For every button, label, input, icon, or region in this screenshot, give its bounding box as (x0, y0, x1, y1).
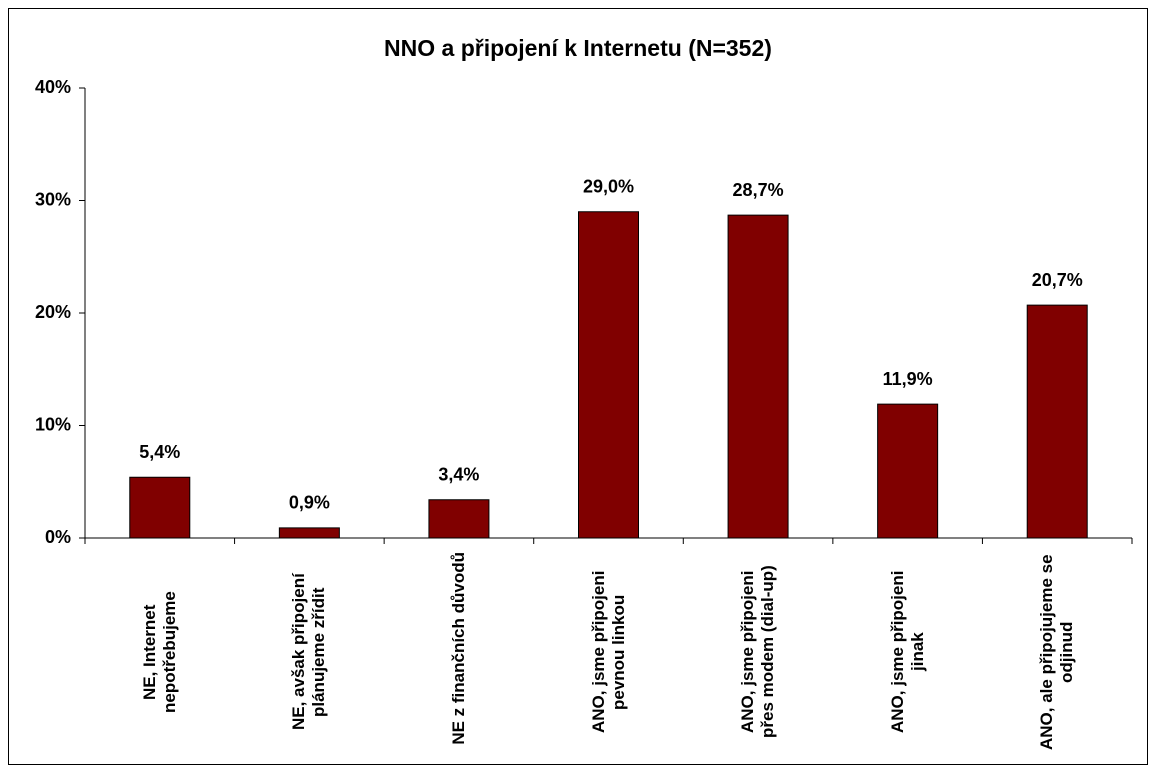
data-label: 11,9% (883, 369, 933, 389)
x-tick-label: NE, Internet nepotřebujeme (139, 591, 179, 713)
bar (1026, 304, 1088, 539)
y-tick-label: 40% (35, 77, 71, 97)
y-tick-label: 30% (35, 189, 71, 209)
x-tick-label: NE, avšak připojení plánujeme zřídit (289, 573, 329, 731)
x-tick-label: ANO, jsme připojeni pevnou linkou (588, 570, 628, 734)
chart-border (8, 8, 1148, 765)
bar (129, 476, 191, 539)
data-label: 3,4% (438, 465, 479, 485)
x-tick-label: NE z finančních důvodů (448, 552, 468, 745)
x-tick-label: ANO, ale připojujeme se odjinud (1037, 554, 1077, 750)
x-tick-label: ANO, jsme připojeni přes modem (dial-up) (738, 565, 778, 739)
y-tick-label: 20% (35, 302, 71, 322)
bar (578, 211, 639, 539)
y-tick-label: 0% (45, 527, 71, 547)
bar (428, 499, 490, 539)
data-label: 29,0% (583, 177, 634, 197)
bar (727, 214, 789, 539)
data-label: 0,9% (289, 493, 330, 513)
bar (877, 403, 939, 539)
data-label: 28,7% (733, 180, 784, 200)
chart-title: NNO a připojení k Internetu (N=352) (384, 35, 772, 61)
x-tick-label: ANO, jsme připojeni jinak (887, 570, 927, 734)
bar (278, 527, 340, 539)
data-label: 20,7% (1032, 270, 1083, 290)
data-label: 5,4% (139, 442, 180, 462)
y-tick-label: 10% (35, 414, 71, 434)
